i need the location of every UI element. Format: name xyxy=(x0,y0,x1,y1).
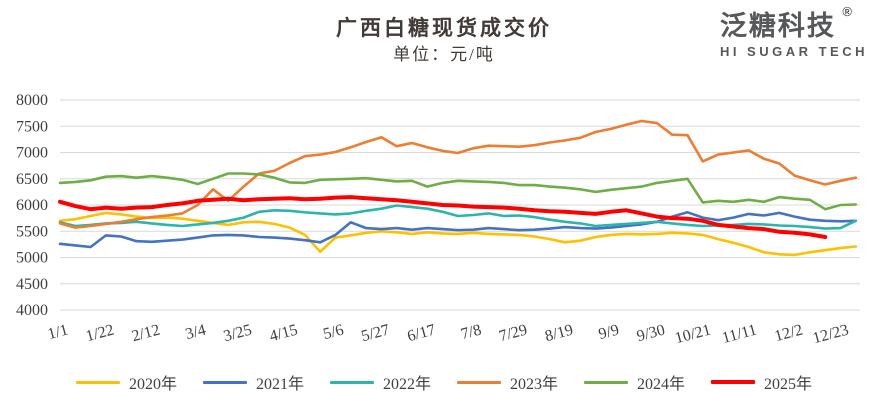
x-tick-label: 4/15 xyxy=(268,321,300,345)
legend-item-2020年: 2020年 xyxy=(75,370,177,394)
legend-swatch xyxy=(457,380,501,384)
legend-swatch xyxy=(711,380,756,384)
x-tick-label: 9/9 xyxy=(597,321,621,343)
legend-label: 2023年 xyxy=(510,376,559,393)
y-tick-label: 6000 xyxy=(16,197,48,214)
y-tick-label: 6500 xyxy=(16,171,48,188)
logo-english-text: HI SUGAR TECH xyxy=(719,43,868,59)
legend-item-2024年: 2024年 xyxy=(584,370,685,394)
registered-trademark-icon: ® xyxy=(842,4,852,19)
x-tick-label: 5/27 xyxy=(360,321,392,345)
series-line-2020年 xyxy=(58,211,858,257)
legend-swatch xyxy=(329,380,374,384)
x-tick-label: 11/11 xyxy=(720,321,758,347)
series-line-2024年 xyxy=(58,172,858,211)
legend-swatch xyxy=(584,380,629,384)
x-tick-label: 5/6 xyxy=(321,321,345,343)
legend-item-2025年: 2025年 xyxy=(711,370,812,394)
logo-chinese-text: 泛糖科技 xyxy=(719,11,836,41)
y-tick-label: 7500 xyxy=(16,118,48,135)
series-line-2023年 xyxy=(58,119,858,229)
legend-item-2021年: 2021年 xyxy=(202,370,304,394)
x-tick-label: 12/23 xyxy=(811,321,851,347)
x-tick-label: 3/25 xyxy=(222,321,254,345)
x-tick-label: 3/4 xyxy=(184,321,208,343)
x-tick-label: 6/17 xyxy=(405,321,437,345)
y-tick-label: 4500 xyxy=(16,276,48,293)
x-tick-label: 1/22 xyxy=(84,321,116,345)
legend-swatch xyxy=(202,380,247,384)
y-tick-label: 8000 xyxy=(16,92,48,109)
y-tick-label: 7000 xyxy=(16,145,48,162)
legend-label: 2020年 xyxy=(128,376,177,393)
y-tick-label: 5500 xyxy=(16,223,48,240)
legend-label: 2022年 xyxy=(382,376,431,393)
x-tick-label: 2/12 xyxy=(130,321,162,345)
x-tick-label: 7/29 xyxy=(497,321,529,345)
x-tick-label: 7/8 xyxy=(459,321,483,343)
legend-label: 2021年 xyxy=(255,376,304,393)
x-tick-label: 9/30 xyxy=(635,321,667,345)
legend-label: 2024年 xyxy=(637,376,686,393)
legend-swatch xyxy=(75,380,120,384)
x-tick-label: 12/2 xyxy=(773,321,805,345)
x-tick-label: 10/21 xyxy=(673,321,713,347)
series-line-2025年 xyxy=(58,195,828,239)
legend-label: 2025年 xyxy=(764,376,813,393)
y-tick-label: 5000 xyxy=(16,250,48,267)
chart-legend: 2020年 2021年 2022年 2023年 2024年 2025年 xyxy=(0,370,888,394)
legend-item-2023年: 2023年 xyxy=(457,370,558,394)
y-tick-label: 4000 xyxy=(16,302,48,319)
x-tick-label: 1/1 xyxy=(46,321,70,343)
legend-item-2022年: 2022年 xyxy=(329,370,431,394)
hi-sugar-tech-logo: 泛糖科技 ® HI SUGAR TECH xyxy=(719,4,868,59)
series-line-2021年 xyxy=(58,211,858,249)
x-tick-label: 8/19 xyxy=(543,321,575,345)
